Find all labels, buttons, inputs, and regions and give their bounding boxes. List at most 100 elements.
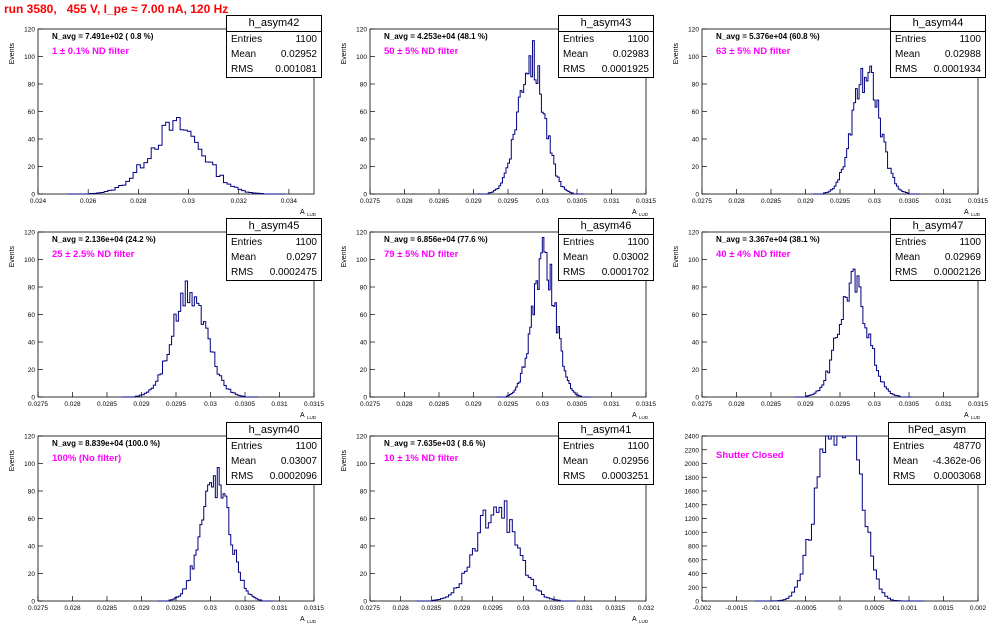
y-tick-label: 800 (688, 544, 699, 551)
y-tick-label: 80 (28, 285, 36, 292)
stats-rms: 0.0003251 (601, 471, 649, 482)
y-tick-label: 40 (28, 137, 36, 144)
x-tick-label: 0.0285 (421, 605, 441, 612)
n-avg-label: N_avg = 8.839e+04 (100.0 %) (52, 439, 161, 448)
x-tick-label: 0.029 (454, 605, 471, 612)
y-tick-label: 120 (24, 230, 35, 237)
y-tick-label: 60 (28, 109, 36, 116)
histogram-panel-h_asym46: 0 20 40 60 80 100 120 0.0275 0.028 0.0285 0.029 0.0… (332, 218, 664, 425)
y-tick-label: 0 (31, 395, 35, 402)
stats-label: Mean (231, 456, 257, 467)
y-tick-label: 1800 (685, 475, 700, 482)
stats-rms: 0.0002475 (269, 267, 317, 278)
x-tick-label: 0.031 (271, 401, 288, 408)
y-tick-label: 40 (28, 340, 36, 347)
y-tick-label: 80 (692, 82, 700, 89)
stats-label: Mean (893, 456, 919, 467)
stats-row-entries: Entries 48770 (889, 439, 985, 454)
stats-mean: 0.0297 (286, 252, 317, 263)
x-tick-label: 0.028 (728, 198, 745, 205)
histogram-plot: 0 20 40 60 80 100 120 0.0275 0.028 0.0285 0.029 0.0… (341, 434, 655, 625)
y-tick-label: 20 (360, 571, 368, 578)
x-tick-label: 0.0315 (304, 401, 324, 408)
x-tick-label: 0.032 (231, 198, 248, 205)
x-tick-label: 0.031 (271, 605, 288, 612)
y-tick-label: 20 (692, 367, 700, 374)
stats-entries: 1100 (627, 34, 649, 45)
stats-entries: 48770 (953, 441, 981, 452)
y-tick-label: 40 (692, 137, 700, 144)
n-avg-label: N_avg = 6.856e+04 (77.6 %) (384, 235, 488, 244)
filter-label: 25 ± 2.5% ND filter (52, 249, 135, 260)
y-tick-label: 120 (688, 230, 699, 237)
stats-row-rms: RMS 0.0003251 (559, 469, 653, 484)
histogram-name: h_asym46 (559, 219, 653, 235)
x-tick-label: 0.029 (797, 198, 814, 205)
stats-label: Entries (893, 441, 925, 452)
x-tick-label: 0.0315 (605, 605, 625, 612)
stats-label: Mean (563, 49, 589, 60)
stats-row-rms: RMS 0.0003068 (889, 469, 985, 484)
x-axis-title: A (964, 412, 969, 419)
histogram-outline (416, 500, 577, 602)
x-tick-label: 0.031 (577, 605, 594, 612)
y-tick-label: 20 (28, 571, 36, 578)
filter-label: 100% (No filter) (52, 453, 122, 464)
x-tick-label: 0.029 (465, 401, 482, 408)
x-tick-label: -0.0005 (794, 605, 816, 612)
y-tick-label: 0 (363, 395, 367, 402)
stats-label: RMS (231, 64, 254, 75)
histogram-outline (496, 237, 591, 398)
stats-box: h_asym41 Entries 1100 Mean 0.02956 RMS 0.00… (558, 422, 654, 485)
stats-rms: 0.0001925 (601, 64, 649, 75)
x-tick-label: 0.031 (935, 198, 952, 205)
y-tick-label: 0 (31, 599, 35, 606)
x-tick-label: 0.029 (133, 401, 150, 408)
stats-label: Mean (563, 252, 589, 263)
y-axis-title: Events (9, 246, 16, 268)
histogram-name: h_asym44 (891, 16, 985, 32)
x-tick-label: 0.0295 (483, 605, 503, 612)
stats-entries: 1100 (295, 441, 317, 452)
histogram-panel-h_asym41: 0 20 40 60 80 100 120 0.0275 0.028 0.0285 0.029 0.0… (332, 422, 664, 629)
x-tick-label: 0.0305 (899, 198, 919, 205)
y-tick-label: 120 (24, 27, 35, 34)
stats-row-rms: RMS 0.0001925 (559, 62, 653, 77)
stats-entries: 1100 (295, 237, 317, 248)
stats-box: h_asym40 Entries 1100 Mean 0.03007 RMS 0.00… (226, 422, 322, 485)
histogram-plot: 0 20 40 60 80 100 120 0.0275 0.028 0.0285 0.029 0.0… (673, 230, 988, 421)
stats-rms: 0.001081 (275, 64, 317, 75)
x-tick-label: 0.028 (130, 198, 147, 205)
x-axis-title: A (632, 616, 637, 623)
x-tick-label: -0.001 (762, 605, 781, 612)
x-tick-label: 0.0315 (304, 605, 324, 612)
stats-entries: 1100 (959, 34, 981, 45)
filter-label: Shutter Closed (716, 450, 784, 461)
y-axis-title: Events (673, 43, 680, 65)
x-tick-label: 0.03 (536, 198, 549, 205)
x-tick-label: 0.028 (393, 605, 410, 612)
stats-rms: 0.0002096 (269, 471, 317, 482)
x-tick-label: 0.001 (901, 605, 918, 612)
y-tick-label: 80 (360, 285, 368, 292)
x-tick-label: 0.028 (728, 401, 745, 408)
x-tick-label: 0.0295 (166, 605, 186, 612)
x-tick-label: 0.0305 (235, 401, 255, 408)
stats-row-rms: RMS 0.0002126 (891, 265, 985, 280)
x-tick-label: 0.0315 (636, 401, 656, 408)
x-tick-label: 0.0275 (360, 605, 380, 612)
y-tick-label: 100 (688, 54, 699, 61)
histogram-panel-h_asym47: 0 20 40 60 80 100 120 0.0275 0.028 0.0285 0.029 0.0… (664, 218, 996, 425)
y-tick-label: 20 (692, 164, 700, 171)
y-tick-label: 0 (695, 192, 699, 199)
y-tick-label: 100 (24, 54, 35, 61)
histogram-plot: 0 20 40 60 80 100 120 0.0275 0.028 0.0285 0.029 0.0… (9, 434, 324, 625)
y-tick-label: 1200 (685, 516, 700, 523)
y-tick-label: 60 (360, 109, 368, 116)
y-tick-label: 20 (28, 367, 36, 374)
histogram-plot: 0 20 40 60 80 100 120 0.0275 0.028 0.0285 0.029 0.0… (341, 230, 656, 421)
y-tick-label: 100 (24, 257, 35, 264)
stats-label: Mean (231, 252, 257, 263)
x-tick-label: 0.0295 (498, 198, 518, 205)
filter-label: 50 ± 5% ND filter (384, 46, 459, 57)
